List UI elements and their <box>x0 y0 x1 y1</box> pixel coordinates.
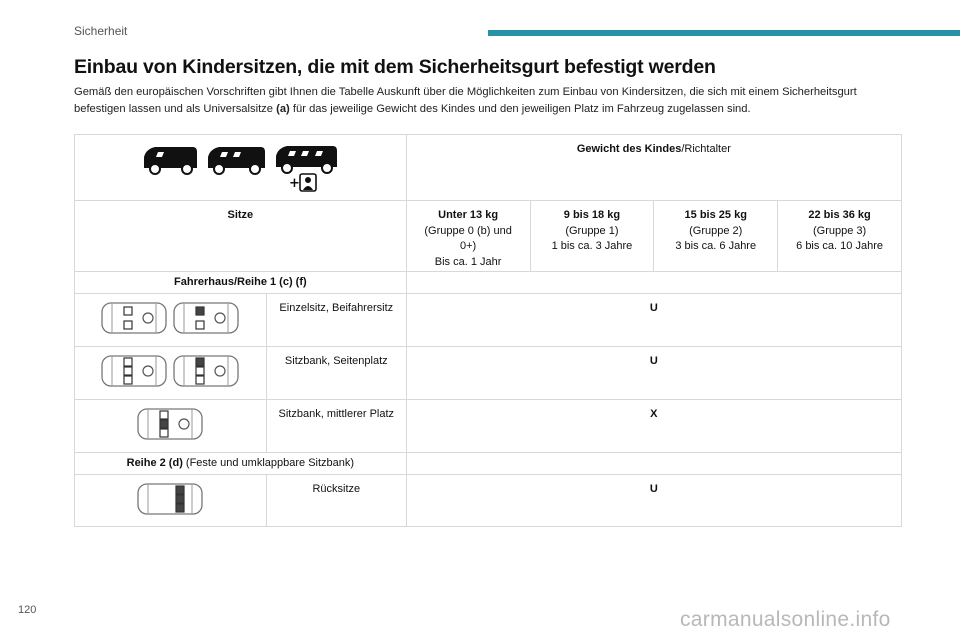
seat-name-cell: Rücksitze <box>265 474 407 527</box>
seat-layout-cell <box>74 346 267 400</box>
weight-header-rest: /Richtalter <box>681 143 731 155</box>
weight-header: Gewicht des Kindes/Richtalter <box>405 134 903 201</box>
group-weight: 15 bis 25 kg <box>684 209 747 221</box>
group-weight: 22 bis 36 kg <box>808 209 871 221</box>
seat-value: U <box>649 483 658 495</box>
group-line: (Gruppe 2) <box>689 224 743 237</box>
child-seat-table: + Gewicht des Kindes/Richtalter Sitze Un… <box>74 134 903 527</box>
seat-value-cell: X <box>405 399 903 453</box>
seat-value: U <box>649 355 658 367</box>
section-label: Fahrerhaus/Reihe 1 (c) (f) <box>174 276 307 288</box>
intro-text: Gemäß den europäischen Vorschriften gibt… <box>74 86 857 115</box>
van-side-icon <box>208 147 266 175</box>
section-row-rear: Reihe 2 (d) (Feste und umklappbare Sitzb… <box>74 452 407 475</box>
group-line: 1 bis ca. 3 Jahre <box>551 240 633 252</box>
seat-name-cell: Einzelsitz, Beifahrersitz <box>265 293 407 347</box>
seat-layout-cell <box>74 399 267 453</box>
van-side-icon: + <box>276 146 338 192</box>
seat-layout-icon <box>137 483 204 515</box>
group-line: (Gruppe 1) <box>565 224 619 237</box>
seat-name-cell: Sitzbank, Seitenplatz <box>265 346 407 400</box>
seat-value-cell: U <box>405 293 903 347</box>
seat-layout-icon <box>173 355 240 387</box>
seat-name-cell: Sitzbank, mittlerer Platz <box>265 399 407 453</box>
vehicle-icons-cell: + <box>74 134 407 201</box>
empty-cell <box>405 271 903 294</box>
group-1-header: 9 bis 18 kg (Gruppe 1) 1 bis ca. 3 Jahre <box>529 200 655 272</box>
seat-name: Sitzbank, Seitenplatz <box>284 355 388 367</box>
seat-value: X <box>650 408 658 420</box>
watermark: carmanualsonline.info <box>680 608 891 631</box>
van-side-icon <box>144 147 198 175</box>
group-0-header: Unter 13 kg (Gruppe 0 (b) und 0+) Bis ca… <box>405 200 531 272</box>
page-number: 120 <box>18 604 37 616</box>
intro-note-ref: (a) <box>276 103 290 115</box>
page-title: Einbau von Kindersitzen, die mit dem Sic… <box>74 56 716 78</box>
group-line: Bis ca. 1 Jahr <box>434 255 502 268</box>
weight-header-bold: Gewicht des Kindes <box>576 143 682 155</box>
section-label: Reihe 2 (d) <box>126 457 183 469</box>
seat-layout-cell <box>74 293 267 347</box>
section-header: Sicherheit <box>74 24 128 38</box>
empty-cell <box>405 452 903 475</box>
section-row-front: Fahrerhaus/Reihe 1 (c) (f) <box>74 271 407 294</box>
seat-value-cell: U <box>405 474 903 527</box>
intro-text-end: für das jeweilige Gewicht des Kindes und… <box>289 103 751 115</box>
seat-layout-icon <box>137 408 204 440</box>
seat-name: Rücksitze <box>312 483 361 495</box>
seat-value-cell: U <box>405 346 903 400</box>
group-line: 3 bis ca. 6 Jahre <box>675 240 757 252</box>
seat-layout-icon <box>101 302 168 334</box>
header-accent-bar <box>488 30 960 36</box>
seat-name: Einzelsitz, Beifahrersitz <box>279 302 394 314</box>
seat-value: U <box>649 302 658 314</box>
group-2-header: 15 bis 25 kg (Gruppe 2) 3 bis ca. 6 Jahr… <box>653 200 779 272</box>
seats-label: Sitze <box>227 209 254 221</box>
group-weight: 9 bis 18 kg <box>563 209 621 221</box>
section-label-rest: (Feste und umklappbare Sitzbank) <box>182 457 355 469</box>
group-line: (Gruppe 0 (b) und <box>424 224 512 237</box>
group-weight: Unter 13 kg <box>438 209 499 221</box>
seat-layout-icon <box>173 302 240 334</box>
seat-layout-cell <box>74 474 267 527</box>
seats-header: Sitze <box>74 200 407 272</box>
group-line: 6 bis ca. 10 Jahre <box>796 240 883 252</box>
group-line: (Gruppe 3) <box>812 224 867 237</box>
intro-paragraph: Gemäß den europäischen Vorschriften gibt… <box>74 84 894 118</box>
seat-name: Sitzbank, mittlerer Platz <box>278 408 395 420</box>
svg-text:+: + <box>289 176 300 191</box>
group-line: 0+) <box>460 240 477 252</box>
group-3-header: 22 bis 36 kg (Gruppe 3) 6 bis ca. 10 Jah… <box>777 200 902 272</box>
seat-layout-icon <box>101 355 168 387</box>
